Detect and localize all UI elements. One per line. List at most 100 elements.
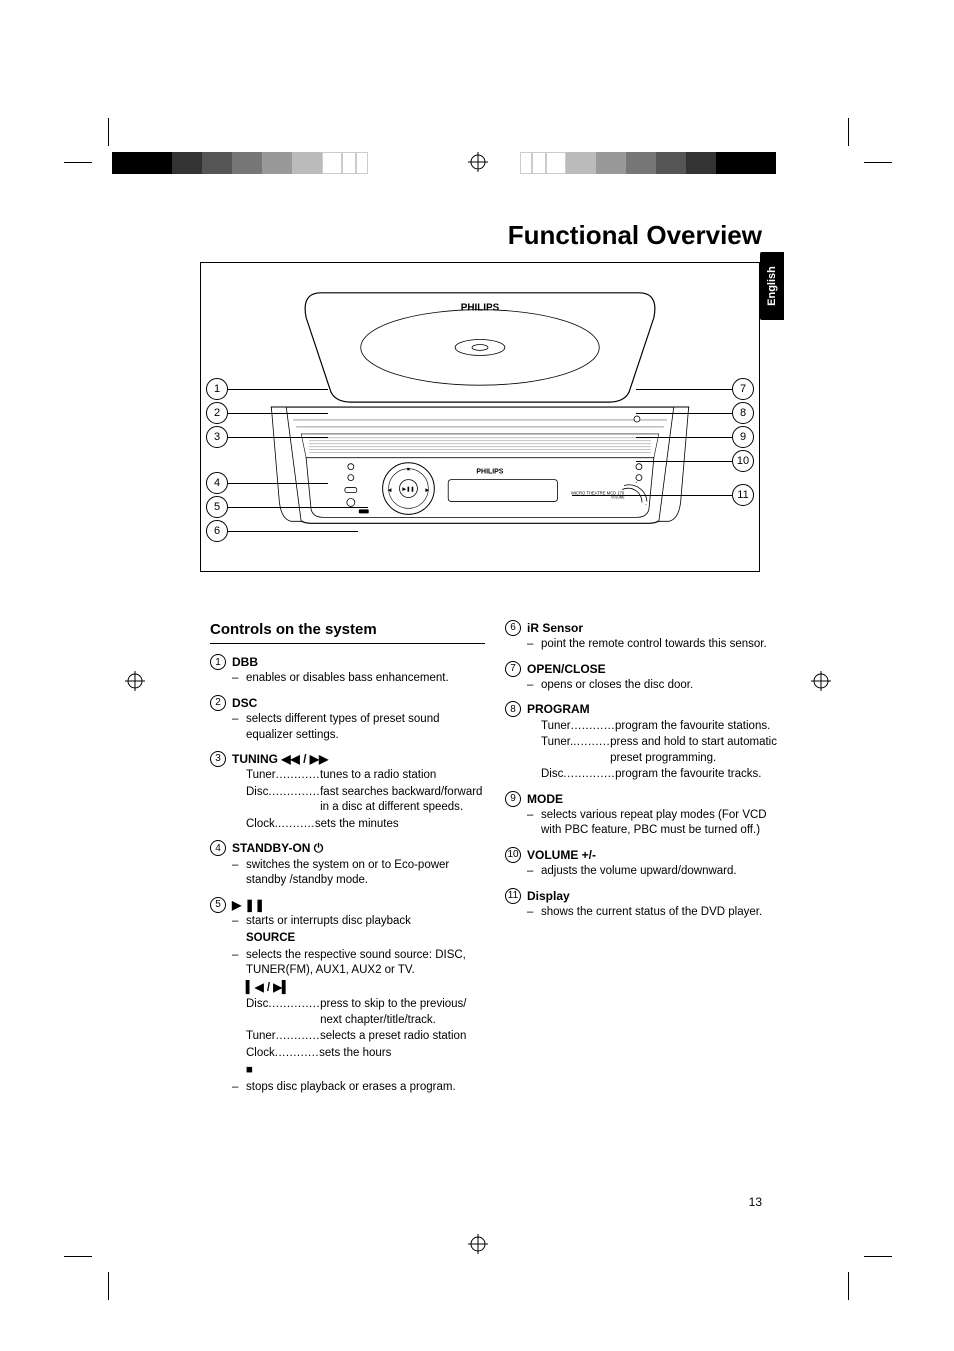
control-desc: –stops disc playback or erases a program…	[232, 1080, 485, 1096]
control-label: TUNING ◀◀ / ▶▶	[232, 751, 485, 767]
callout-1-line	[228, 389, 328, 390]
callout-9-line	[636, 437, 732, 438]
control-desc: –enables or disables bass enhancement.	[232, 671, 485, 687]
callout-6-line	[228, 531, 358, 532]
control-item: 2DSC–selects different types of preset s…	[210, 695, 485, 743]
callout-7-line	[636, 389, 732, 390]
registration-bar-top-right	[520, 152, 776, 174]
control-label: DSC	[232, 695, 485, 711]
control-desc: –adjusts the volume upward/downward.	[527, 864, 780, 880]
control-label: OPEN/CLOSE	[527, 661, 780, 677]
callout-10: 10	[732, 450, 754, 472]
language-tab-label: English	[766, 266, 778, 306]
control-item: 7OPEN/CLOSE–opens or closes the disc doo…	[505, 661, 780, 694]
right-column: 6iR Sensor–point the remote control towa…	[505, 620, 780, 928]
control-mapping: Tuner. .......... press and hold to star…	[527, 735, 780, 766]
control-number: 9	[505, 791, 527, 839]
crop-bottom-right	[848, 1256, 892, 1300]
control-item: 8PROGRAMTuner ............ program the f…	[505, 701, 780, 782]
svg-text:▶: ▶	[425, 488, 429, 494]
control-desc: –opens or closes the disc door.	[527, 678, 780, 694]
product-diagram-svg: PHILIPS PHILIPS ▶❚❚	[201, 263, 759, 571]
control-label: MODE	[527, 791, 780, 807]
control-mapping: Disc .............. press to skip to the…	[232, 997, 485, 1028]
control-mapping: Disc .............. program the favourit…	[527, 767, 780, 783]
control-label: PROGRAM	[527, 701, 780, 717]
callout-4: 4	[206, 472, 228, 494]
callout-9: 9	[732, 426, 754, 448]
callout-7: 7	[732, 378, 754, 400]
control-item: 10VOLUME +/-–adjusts the volume upward/d…	[505, 847, 780, 880]
crosshair-left	[125, 671, 145, 691]
left-column: Controls on the system 1DBB–enables or d…	[210, 620, 485, 1104]
crop-top-left	[64, 118, 108, 162]
control-sublabel: SOURCE	[232, 931, 485, 947]
registration-bar-top-left	[112, 152, 368, 174]
control-number: 11	[505, 888, 527, 921]
control-item: 3TUNING ◀◀ / ▶▶Tuner ............ tunes …	[210, 751, 485, 832]
language-tab: English	[760, 252, 784, 320]
control-item: 4STANDBY-ON ⏻ –switches the system on or …	[210, 840, 485, 888]
callout-3-line	[228, 437, 328, 438]
control-label: DBB	[232, 654, 485, 670]
callout-4-line	[228, 483, 328, 484]
callout-1: 1	[206, 378, 228, 400]
callout-2-line	[228, 413, 328, 414]
control-number: 3	[210, 751, 232, 832]
control-number: 5	[210, 897, 232, 1096]
callout-8-line	[636, 413, 732, 414]
control-item: 5▶ ❚❚– starts or interrupts disc playbac…	[210, 897, 485, 1096]
callout-5: 5	[206, 496, 228, 518]
control-desc: –switches the system on or to Eco-power …	[232, 858, 485, 889]
control-number: 1	[210, 654, 232, 687]
svg-text:▶❚❚: ▶❚❚	[402, 487, 414, 493]
crosshair-right	[811, 671, 831, 691]
control-label: Display	[527, 888, 780, 904]
control-mapping: Clock ............ sets the hours	[232, 1046, 485, 1062]
crop-bottom-left	[64, 1256, 108, 1300]
callout-11-line	[572, 495, 732, 496]
control-item: 1DBB–enables or disables bass enhancemen…	[210, 654, 485, 687]
control-mapping: Disc .............. fast searches backwa…	[232, 785, 485, 816]
callout-2: 2	[206, 402, 228, 424]
control-label: STANDBY-ON ⏻	[232, 840, 485, 856]
page-title: Functional Overview	[508, 220, 762, 251]
control-number: 7	[505, 661, 527, 694]
control-mapping: Tuner ............ program the favourite…	[527, 719, 780, 735]
control-label: iR Sensor	[527, 620, 780, 636]
svg-text:■: ■	[407, 468, 410, 473]
control-number: 2	[210, 695, 232, 743]
crosshair-top	[468, 152, 488, 172]
control-number: 4	[210, 840, 232, 888]
callout-3: 3	[206, 426, 228, 448]
crosshair-bottom	[468, 1234, 488, 1254]
control-mapping: Clock. .......... sets the minutes	[232, 817, 485, 833]
callout-5-line	[228, 507, 368, 508]
control-item: 9MODE–selects various repeat play modes …	[505, 791, 780, 839]
control-number: 6	[505, 620, 527, 653]
callout-6: 6	[206, 520, 228, 542]
callout-10-line	[636, 461, 732, 462]
control-desc: – starts or interrupts disc playback	[232, 914, 485, 930]
control-desc: –selects different types of preset sound…	[232, 712, 485, 743]
svg-text:VOLUME: VOLUME	[611, 495, 624, 499]
control-item: 11Display–shows the current status of th…	[505, 888, 780, 921]
callout-11: 11	[732, 484, 754, 506]
control-desc: –shows the current status of the DVD pla…	[527, 905, 780, 921]
control-mapping: Tuner ............ selects a preset radi…	[232, 1029, 485, 1045]
diagram-brand-top: PHILIPS	[461, 303, 500, 314]
callout-8: 8	[732, 402, 754, 424]
svg-text:◀: ◀	[388, 488, 392, 494]
control-sublabel: ▍◀ / ▶▍	[232, 981, 485, 997]
product-diagram: PHILIPS PHILIPS ▶❚❚	[200, 262, 760, 572]
control-item: 6iR Sensor–point the remote control towa…	[505, 620, 780, 653]
control-desc: –point the remote control towards this s…	[527, 637, 780, 653]
section-heading: Controls on the system	[210, 620, 485, 644]
control-mapping: Tuner ............ tunes to a radio stat…	[232, 768, 485, 784]
diagram-brand-front: PHILIPS	[476, 469, 503, 476]
control-label: ▶ ❚❚	[232, 897, 485, 913]
control-desc: –selects the respective sound source: DI…	[232, 948, 485, 979]
crop-top-right	[848, 118, 892, 162]
control-number: 10	[505, 847, 527, 880]
control-sublabel: ■	[232, 1063, 485, 1079]
